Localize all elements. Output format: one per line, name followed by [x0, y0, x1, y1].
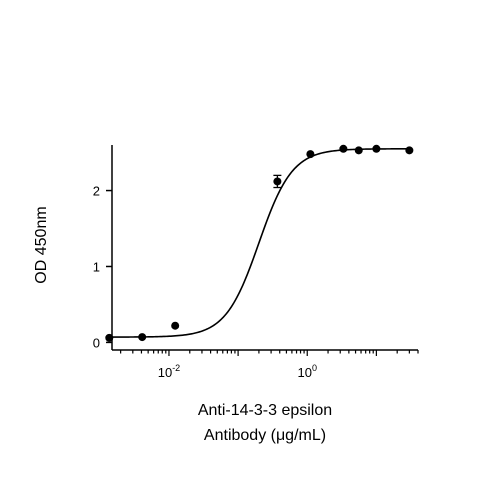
- x-tick-label: 10-2: [158, 363, 180, 380]
- x-tick-label: 100: [297, 363, 316, 380]
- y-axis-title: OD 450nm: [33, 206, 50, 283]
- fit-curve: [109, 148, 410, 338]
- x-tick-base: 10: [158, 365, 172, 380]
- axes: [111, 145, 418, 351]
- y-tick-label: 0: [93, 335, 100, 350]
- data-point: [171, 321, 180, 330]
- data-point: [405, 146, 414, 155]
- y-tick-label: 2: [93, 184, 100, 199]
- data-point: [372, 144, 381, 153]
- data-point: [354, 146, 363, 155]
- data-point: [273, 177, 282, 186]
- x-tick-exponent: -2: [172, 363, 180, 373]
- data-point: [105, 333, 114, 342]
- x-axis-title-line-1: Anti-14-3-3 epsilon: [198, 402, 332, 419]
- y-ticks: 0 1 2: [93, 184, 112, 350]
- x-tick-base: 10: [297, 365, 311, 380]
- data-point: [306, 150, 315, 159]
- x-ticks: 10-2 100: [120, 350, 419, 380]
- data-points: [105, 144, 414, 342]
- y-tick-label: 1: [93, 259, 100, 274]
- data-point: [339, 144, 348, 153]
- x-tick-exponent: 0: [312, 363, 317, 373]
- x-axis-title-line-2: Antibody (μg/mL): [204, 427, 326, 444]
- data-point: [138, 333, 147, 342]
